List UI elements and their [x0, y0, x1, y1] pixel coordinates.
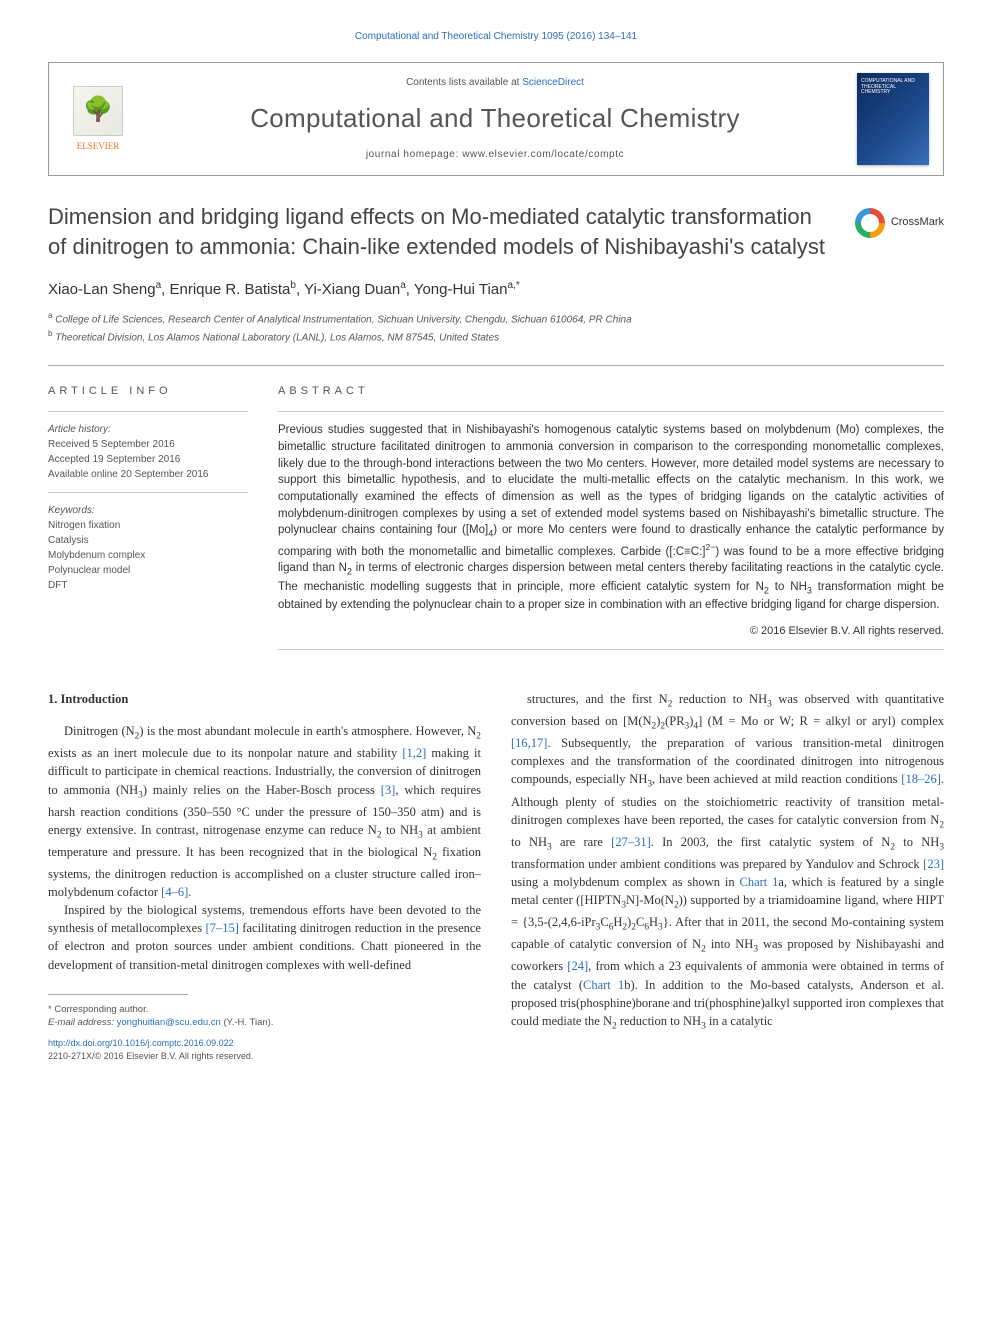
- homepage-url[interactable]: www.elsevier.com/locate/comptc: [462, 149, 624, 160]
- keyword-item: Nitrogen fixation: [48, 518, 248, 533]
- abstract-heading: ABSTRACT: [278, 384, 944, 399]
- masthead-center: Contents lists available at ScienceDirec…: [133, 76, 857, 162]
- received-date: Received 5 September 2016: [48, 437, 248, 452]
- keyword-item: Molybdenum complex: [48, 548, 248, 563]
- issn-copyright: 2210-271X/© 2016 Elsevier B.V. All right…: [48, 1051, 253, 1061]
- affiliation-line: a College of Life Sciences, Research Cen…: [48, 310, 944, 327]
- article-header: Dimension and bridging ligand effects on…: [48, 202, 944, 345]
- article-title: Dimension and bridging ligand effects on…: [48, 202, 835, 261]
- online-date: Available online 20 September 2016: [48, 467, 248, 482]
- publisher-logo[interactable]: 🌳 ELSEVIER: [63, 86, 133, 153]
- info-divider-1: [48, 411, 248, 412]
- keyword-item: Polynuclear model: [48, 563, 248, 578]
- journal-masthead: 🌳 ELSEVIER Contents lists available at S…: [48, 62, 944, 176]
- accepted-date: Accepted 19 September 2016: [48, 452, 248, 467]
- abstract-copyright: © 2016 Elsevier B.V. All rights reserved…: [278, 624, 944, 639]
- keywords-label: Keywords:: [48, 503, 248, 518]
- doi-link[interactable]: http://dx.doi.org/10.1016/j.comptc.2016.…: [48, 1038, 234, 1048]
- keywords-list: Nitrogen fixationCatalysisMolybdenum com…: [48, 518, 248, 593]
- body-paragraph: Inspired by the biological systems, trem…: [48, 901, 481, 974]
- authors-line: Xiao-Lan Shenga, Enrique R. Batistab, Yi…: [48, 279, 944, 300]
- body-paragraph: structures, and the first N2 reduction t…: [511, 690, 944, 1034]
- corresponding-label: * Corresponding author.: [48, 1003, 481, 1016]
- abstract-divider: [278, 411, 944, 412]
- abstract-text: Previous studies suggested that in Nishi…: [278, 422, 944, 613]
- publisher-name: ELSEVIER: [63, 140, 133, 153]
- doi-block: http://dx.doi.org/10.1016/j.comptc.2016.…: [48, 1037, 481, 1062]
- contents-prefix: Contents lists available at: [406, 77, 522, 88]
- body-two-column: 1. Introduction Dinitrogen (N2) is the m…: [48, 690, 944, 1062]
- info-divider-2: [48, 492, 248, 493]
- sciencedirect-link[interactable]: ScienceDirect: [522, 77, 584, 88]
- body-paragraph: Dinitrogen (N2) is the most abundant mol…: [48, 722, 481, 901]
- corresponding-author-footnote: * Corresponding author. E-mail address: …: [48, 1003, 481, 1030]
- contents-available-line: Contents lists available at ScienceDirec…: [143, 76, 847, 90]
- email-label: E-mail address:: [48, 1017, 114, 1028]
- keyword-item: DFT: [48, 578, 248, 593]
- abstract-bottom-divider: [278, 649, 944, 650]
- keyword-item: Catalysis: [48, 533, 248, 548]
- elsevier-tree-icon: 🌳: [73, 86, 123, 136]
- footnote-divider: [48, 994, 188, 995]
- cover-thumb-title: COMPUTATIONAL AND THEORETICAL CHEMISTRY: [861, 79, 925, 96]
- body-column-right: structures, and the first N2 reduction t…: [511, 690, 944, 1062]
- body-column-left: 1. Introduction Dinitrogen (N2) is the m…: [48, 690, 481, 1062]
- affiliations: a College of Life Sciences, Research Cen…: [48, 310, 944, 345]
- abstract-panel: ABSTRACT Previous studies suggested that…: [278, 384, 944, 660]
- homepage-prefix: journal homepage:: [366, 149, 462, 160]
- info-abstract-row: ARTICLE INFO Article history: Received 5…: [48, 384, 944, 660]
- intro-heading: 1. Introduction: [48, 690, 481, 708]
- corresponding-name: (Y.-H. Tian).: [223, 1017, 273, 1028]
- history-label: Article history:: [48, 422, 248, 437]
- crossmark-badge[interactable]: CrossMark: [855, 208, 944, 238]
- affiliation-line: b Theoretical Division, Los Alamos Natio…: [48, 328, 944, 345]
- keywords-block: Keywords: Nitrogen fixationCatalysisMoly…: [48, 503, 248, 593]
- corresponding-email-link[interactable]: yonghuitian@scu.edu.cn: [117, 1017, 221, 1028]
- journal-citation-header: Computational and Theoretical Chemistry …: [48, 30, 944, 44]
- journal-title: Computational and Theoretical Chemistry: [143, 100, 847, 136]
- article-history: Article history: Received 5 September 20…: [48, 422, 248, 482]
- journal-cover-thumb[interactable]: COMPUTATIONAL AND THEORETICAL CHEMISTRY: [857, 73, 929, 165]
- article-info-panel: ARTICLE INFO Article history: Received 5…: [48, 384, 248, 660]
- crossmark-icon: [855, 208, 885, 238]
- crossmark-label: CrossMark: [891, 215, 944, 230]
- journal-homepage-line: journal homepage: www.elsevier.com/locat…: [143, 148, 847, 162]
- article-info-heading: ARTICLE INFO: [48, 384, 248, 399]
- header-divider: [48, 365, 944, 366]
